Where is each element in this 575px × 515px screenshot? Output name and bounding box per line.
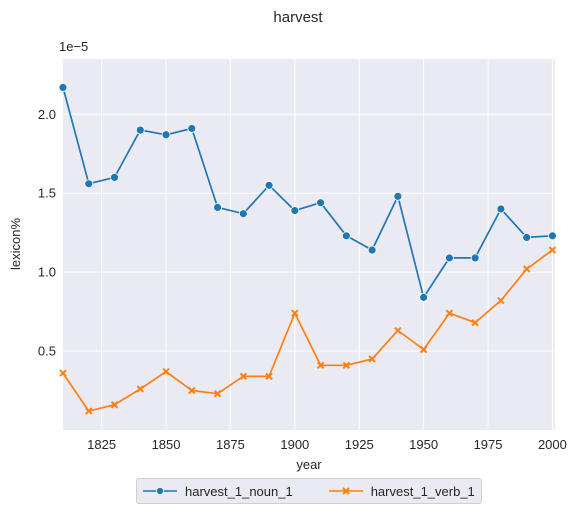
x-tick-label: 2000 <box>538 437 567 452</box>
y-tick-label: 2.0 <box>38 107 56 122</box>
data-point <box>264 180 274 190</box>
data-point <box>368 355 376 363</box>
series-layer <box>58 83 557 415</box>
x-tick-label: 1875 <box>216 437 245 452</box>
data-point <box>162 367 170 376</box>
data-point <box>85 407 93 415</box>
x-tick-label: 1900 <box>280 437 309 452</box>
data-point <box>58 83 68 92</box>
data-point <box>548 231 557 241</box>
data-point <box>239 372 248 381</box>
data-point <box>419 345 428 354</box>
data-point <box>445 309 454 317</box>
x-axis-label: year <box>296 457 322 472</box>
data-point <box>444 253 454 263</box>
data-point <box>316 198 325 208</box>
data-point <box>470 253 480 263</box>
data-point <box>213 202 222 212</box>
data-point <box>522 265 531 273</box>
data-point <box>135 125 145 135</box>
gridlines <box>63 59 555 430</box>
legend-item-verb: harvest_1_verb_1 <box>323 484 475 499</box>
x-tick-label: 1850 <box>152 437 181 452</box>
data-point <box>394 326 402 335</box>
plot-area <box>63 59 555 430</box>
series-line <box>62 249 553 412</box>
data-point <box>110 401 119 409</box>
x-axis-ticks: 1825 1850 1875 1900 1925 1950 1975 2000 <box>87 437 567 452</box>
data-point <box>136 385 144 393</box>
y-axis-label: lexicon% <box>8 218 23 270</box>
x-tick-label: 1950 <box>409 437 438 452</box>
data-point <box>471 318 479 327</box>
series-harvest_1_verb_1 <box>59 246 557 415</box>
data-point <box>59 369 67 377</box>
x-tick-label: 1925 <box>345 437 374 452</box>
legend-verb-label: harvest_1_verb_1 <box>370 483 475 499</box>
data-point <box>238 209 248 219</box>
data-point <box>497 296 505 305</box>
data-point <box>213 389 222 398</box>
data-point <box>291 309 299 317</box>
data-point <box>522 232 532 242</box>
y-tick-label: 1.0 <box>38 265 56 280</box>
legend-noun-marker <box>143 487 177 495</box>
data-point <box>342 361 351 369</box>
series-harvest_1_noun_1 <box>58 83 557 302</box>
x-tick-label: 1825 <box>87 437 116 452</box>
data-point <box>341 231 351 241</box>
data-point <box>265 372 273 381</box>
data-point <box>84 179 94 189</box>
y-tick-label: 0.5 <box>38 344 56 359</box>
chart-title: harvest <box>273 9 323 26</box>
data-point <box>496 204 506 214</box>
y-axis-ticks: 0.5 1.0 1.5 2.0 <box>38 107 56 359</box>
data-point <box>187 124 197 133</box>
data-point <box>290 206 300 215</box>
legend-item-noun: harvest_1_noun_1 <box>137 484 293 499</box>
data-point <box>367 245 377 255</box>
data-point <box>161 130 171 140</box>
data-point <box>419 292 429 302</box>
legend-noun-label: harvest_1_noun_1 <box>185 483 293 499</box>
data-point <box>110 173 119 182</box>
y-tick-label: 1.5 <box>38 186 56 201</box>
data-point <box>188 386 196 395</box>
x-tick-label: 1975 <box>474 437 503 452</box>
data-point <box>393 191 403 201</box>
legend: harvest_1_noun_1 harvest_1_verb_1 <box>136 478 482 504</box>
y-offset-label: 1e−5 <box>59 39 88 54</box>
legend-verb-marker <box>328 487 363 495</box>
data-point <box>548 246 557 254</box>
data-point <box>316 361 325 369</box>
